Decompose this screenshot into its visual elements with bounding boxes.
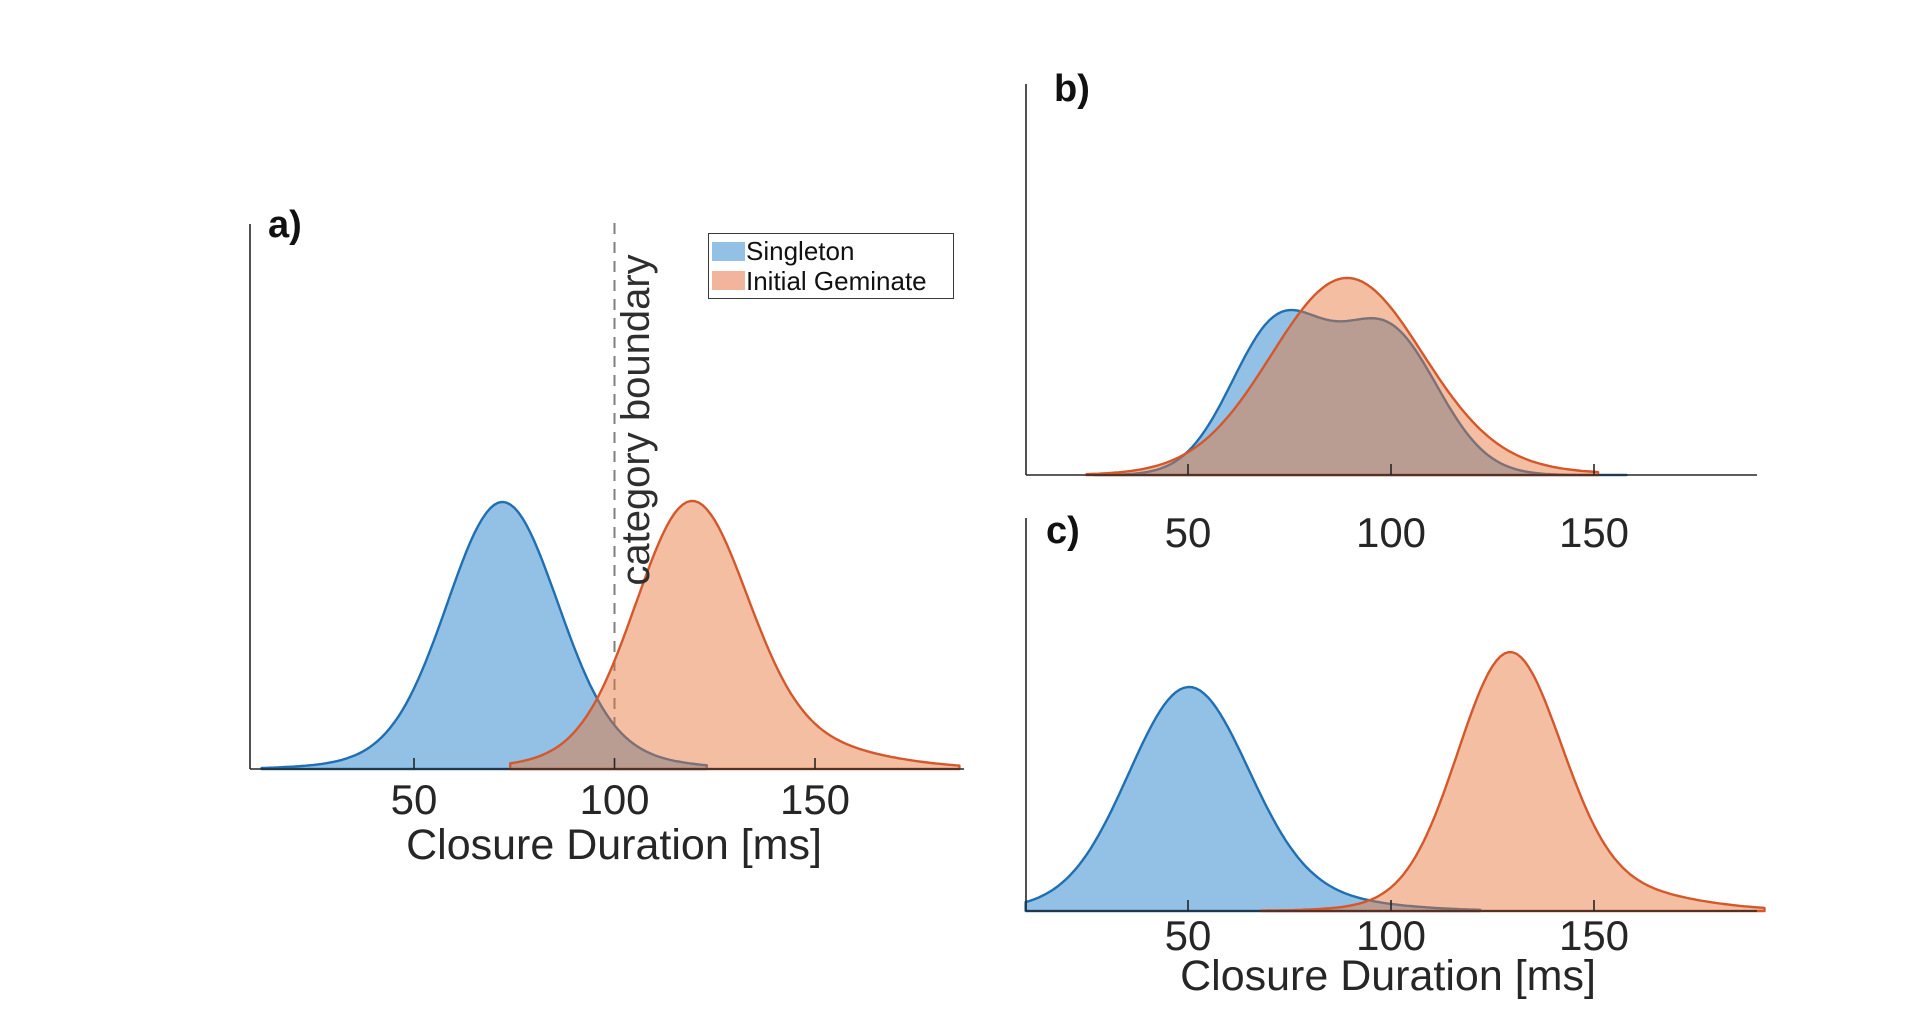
initial-geminate-density-area <box>510 501 960 769</box>
tick-label-c-50: 50 <box>1164 912 1212 959</box>
initial-geminate-fill-layer <box>1086 277 1599 475</box>
tick-label-c-150: 150 <box>1558 912 1630 959</box>
initial-geminate-density-outline <box>1259 650 1766 913</box>
initial-geminate-density-outline <box>1085 276 1600 477</box>
initial-geminate-density-area <box>1261 652 1765 911</box>
tick-label-c-100: 100 <box>1355 912 1427 959</box>
initial-geminate-density-area <box>1086 277 1599 475</box>
initial-geminate-fill-layer <box>510 501 960 769</box>
panel-c <box>1024 518 1766 913</box>
panel-b <box>1025 84 1757 477</box>
singleton-density-area <box>1024 685 1482 913</box>
legend-label-singleton: Singleton <box>746 236 855 267</box>
tick-label-b-50: 50 <box>1164 509 1212 556</box>
tick-label-a-150: 150 <box>779 776 851 823</box>
panel-b-letter: b) <box>1054 68 1090 110</box>
legend-label-initial-geminate: Initial Geminate <box>746 265 927 296</box>
initial-geminate-density-outline <box>509 499 961 771</box>
initial-geminate-swatch <box>712 271 745 291</box>
panel-a <box>249 223 964 771</box>
initial-geminate-fill-layer <box>1261 652 1765 911</box>
panel-a-x-axis-title: Closure Duration [ms] <box>406 821 822 869</box>
tick-label-a-100: 100 <box>579 776 650 823</box>
legend-box: Singleton Initial Geminate <box>708 233 954 299</box>
tick-label-a-50: 50 <box>390 776 438 823</box>
tick-label-b-150: 150 <box>1558 509 1630 556</box>
category-boundary-label: category boundary <box>614 254 658 586</box>
legend-item-initial-geminate: Initial Geminate <box>712 268 953 294</box>
tick-label-b-100: 100 <box>1355 509 1427 556</box>
legend-item-singleton: Singleton <box>712 238 953 264</box>
panel-c-letter: c) <box>1046 510 1080 552</box>
panel-c-x-axis-title: Closure Duration [ms] <box>1180 952 1596 1000</box>
panel-a-letter: a) <box>268 204 302 246</box>
singleton-swatch <box>712 241 745 261</box>
